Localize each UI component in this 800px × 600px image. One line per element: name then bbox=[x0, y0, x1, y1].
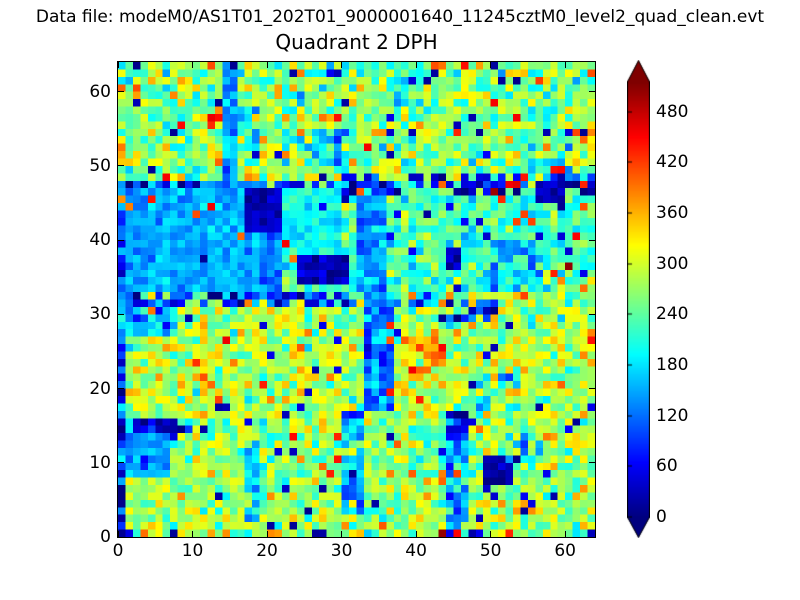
x-tick-top bbox=[117, 62, 119, 68]
x-tick bbox=[564, 531, 566, 537]
x-tick bbox=[266, 531, 268, 537]
y-tick bbox=[118, 239, 124, 241]
y-tick-label: 20 bbox=[89, 378, 111, 399]
y-tick-label: 60 bbox=[89, 81, 111, 102]
colorbar-tick-label: 180 bbox=[656, 354, 689, 375]
data-file-label: Data file: modeM0/AS1T01_202T01_90000016… bbox=[35, 7, 765, 27]
y-tick bbox=[118, 313, 124, 315]
colorbar-tick-label: 480 bbox=[656, 101, 689, 122]
y-tick-right bbox=[589, 165, 595, 167]
x-tick-label: 0 bbox=[112, 541, 124, 561]
y-tick-right bbox=[589, 239, 595, 241]
y-tick bbox=[118, 462, 124, 464]
y-tick-right bbox=[589, 388, 595, 390]
colorbar-tick-label: 120 bbox=[656, 405, 689, 426]
colorbar-tick-label: 60 bbox=[656, 456, 678, 477]
x-tick bbox=[490, 531, 492, 537]
y-tick bbox=[118, 388, 124, 390]
x-tick-label: 40 bbox=[405, 541, 427, 561]
plot-title: Quadrant 2 DPH bbox=[275, 30, 438, 54]
y-tick-right bbox=[589, 91, 595, 93]
x-tick bbox=[117, 531, 119, 537]
x-tick-top bbox=[266, 62, 268, 68]
y-tick-right bbox=[589, 536, 595, 538]
x-tick-top bbox=[341, 62, 343, 68]
y-tick-label: 30 bbox=[89, 304, 111, 325]
y-tick bbox=[118, 91, 124, 93]
x-tick-top bbox=[192, 62, 194, 68]
y-tick bbox=[118, 165, 124, 167]
x-tick-label: 60 bbox=[554, 541, 576, 561]
y-tick bbox=[118, 536, 124, 538]
heatmap-image bbox=[118, 62, 595, 537]
y-tick-label: 0 bbox=[100, 527, 111, 547]
y-tick-right bbox=[589, 313, 595, 315]
colorbar-tick-label: 360 bbox=[656, 202, 689, 223]
x-tick-top bbox=[564, 62, 566, 68]
y-tick-right bbox=[589, 462, 595, 464]
colorbar bbox=[627, 60, 650, 538]
x-tick-label: 10 bbox=[181, 541, 204, 561]
y-tick-label: 50 bbox=[89, 155, 111, 176]
x-tick bbox=[415, 531, 417, 537]
heatmap-axes bbox=[117, 61, 596, 538]
colorbar-tick-label: 240 bbox=[656, 304, 689, 325]
y-tick-label: 10 bbox=[89, 452, 111, 473]
colorbar-tick-label: 420 bbox=[656, 152, 689, 173]
x-tick-top bbox=[490, 62, 492, 68]
x-tick-top bbox=[415, 62, 417, 68]
x-tick bbox=[341, 531, 343, 537]
x-tick bbox=[192, 531, 194, 537]
y-tick-label: 40 bbox=[89, 230, 111, 251]
colorbar-tick-label: 0 bbox=[656, 507, 667, 527]
colorbar-tick-label: 300 bbox=[656, 253, 689, 274]
x-tick-label: 20 bbox=[256, 541, 278, 561]
x-tick-label: 30 bbox=[330, 541, 353, 561]
x-tick-label: 50 bbox=[479, 541, 502, 561]
